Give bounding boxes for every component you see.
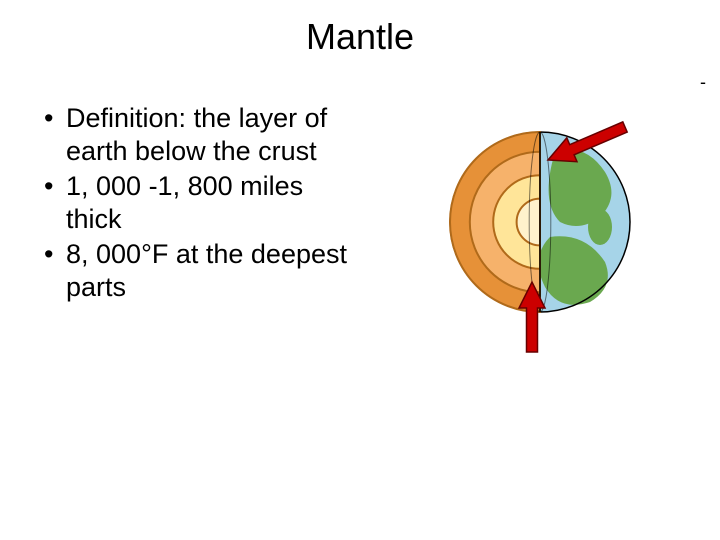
diagram-area xyxy=(360,102,700,306)
bullet-item: Definition: the layer of earth below the… xyxy=(44,102,360,168)
slide-title: Mantle xyxy=(0,0,720,58)
content-row: Definition: the layer of earth below the… xyxy=(0,58,720,306)
bullet-item: 1, 000 -1, 800 miles thick xyxy=(44,170,360,236)
bullet-item: 8, 000°F at the deepest parts xyxy=(44,238,360,304)
earth-cutaway-diagram xyxy=(410,102,650,362)
corner-dash: - xyxy=(700,72,706,93)
bullet-list: Definition: the layer of earth below the… xyxy=(20,102,360,306)
